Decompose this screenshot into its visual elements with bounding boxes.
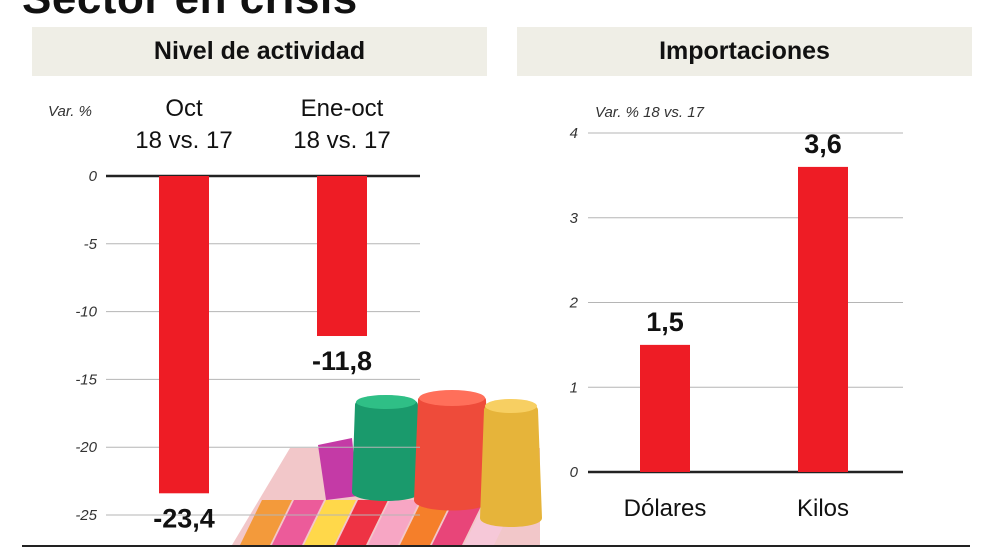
left-category-label: Ene-oct 18 vs. 17 — [293, 95, 390, 154]
bottom-rule — [22, 545, 970, 547]
left-y-tick-label: -5 — [84, 236, 98, 253]
chart-title-importaciones: Importaciones — [517, 27, 972, 76]
left-y-tick-label: -15 — [75, 371, 97, 388]
right-y-tick-label: 1 — [570, 379, 578, 396]
headline: Sector en crisis — [22, 0, 358, 24]
right-axis-unit-label: Var. % 18 vs. 17 — [595, 104, 705, 121]
left-data-label: -11,8 — [312, 346, 372, 376]
left-category-label: Oct 18 vs. 17 — [135, 95, 232, 154]
right-bar — [640, 344, 690, 472]
chart-title-nivel-actividad: Nivel de actividad — [32, 27, 487, 76]
chart-importaciones: Var. % 18 vs. 17 0 1 2 3 4 Dólares Kilos 1,5 3… — [569, 104, 903, 522]
left-y-tick-label: -25 — [75, 507, 97, 524]
left-y-tick-label: -10 — [75, 304, 97, 321]
left-bar — [159, 176, 209, 494]
right-y-tick-label: 0 — [570, 464, 579, 481]
left-y-tick-label: 0 — [89, 168, 98, 185]
right-category-label: Dólares — [624, 495, 707, 522]
right-y-tick-label: 4 — [570, 125, 578, 142]
thread-spools-illustration — [232, 390, 542, 545]
left-bar — [317, 176, 367, 337]
right-y-tick-label: 3 — [570, 210, 579, 227]
chart-nivel-actividad: Var. % 0 -5 -10 -15 -20 -25 Oct 18 vs. 17 Ene-o… — [48, 95, 420, 533]
right-category-label: Kilos — [797, 495, 849, 522]
right-data-label: 1,5 — [646, 307, 684, 337]
right-data-label: 3,6 — [804, 129, 842, 159]
left-data-label: -23,4 — [153, 503, 215, 533]
left-y-tick-label: -20 — [75, 439, 97, 456]
right-y-tick-label: 2 — [569, 295, 579, 312]
right-bar — [798, 166, 848, 472]
left-axis-unit-label: Var. % — [48, 103, 92, 120]
